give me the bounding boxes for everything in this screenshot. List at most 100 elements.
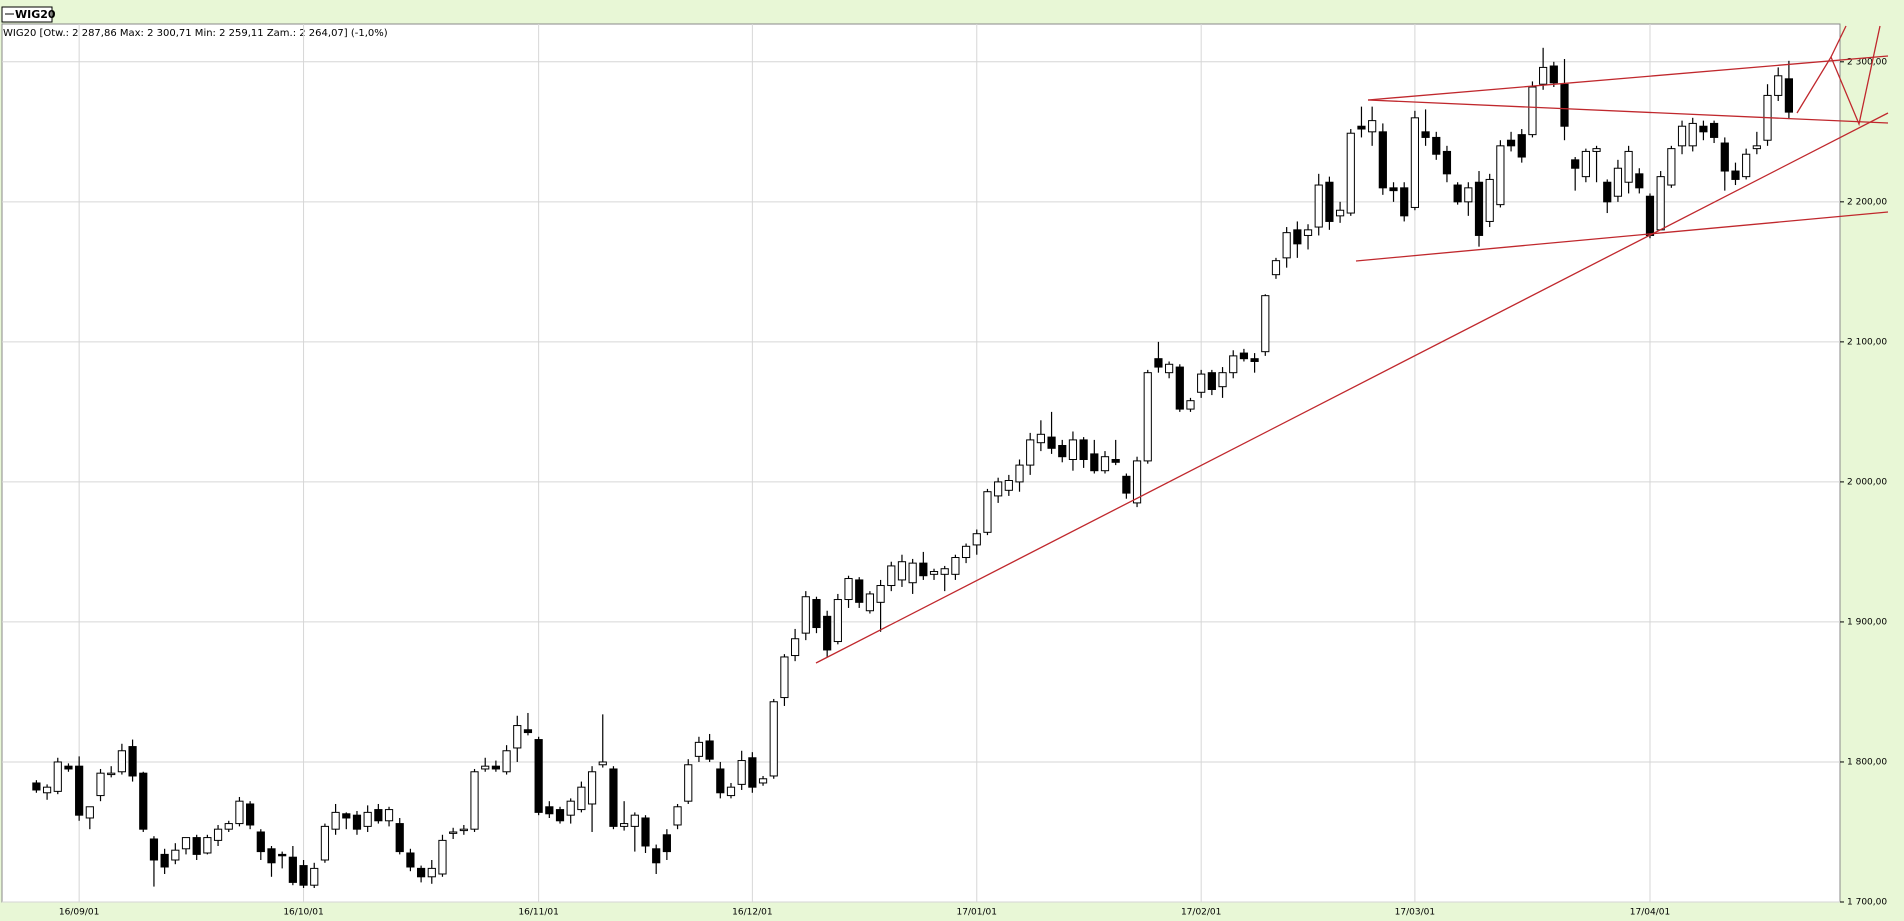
candle-body bbox=[1282, 232, 1291, 259]
candle-body bbox=[694, 741, 704, 757]
candle-body bbox=[1368, 120, 1377, 133]
candle-body bbox=[75, 765, 84, 816]
candle-body bbox=[299, 865, 308, 886]
candle-body bbox=[865, 593, 875, 612]
candle-body bbox=[1613, 167, 1623, 197]
candle-body bbox=[844, 578, 853, 601]
candle-body bbox=[459, 828, 468, 832]
candle-body bbox=[1004, 480, 1013, 491]
candle-body bbox=[128, 746, 137, 777]
candle-body bbox=[951, 557, 960, 575]
candle-body bbox=[705, 740, 714, 760]
candle-body bbox=[1303, 229, 1313, 236]
candle-body bbox=[1111, 458, 1120, 463]
x-tick-label: 16/09/01 bbox=[59, 908, 99, 918]
chart-title: WIG20 bbox=[15, 8, 56, 21]
x-tick-label: 16/11/01 bbox=[518, 908, 558, 918]
candle-body bbox=[1592, 148, 1601, 152]
candle-body bbox=[1229, 355, 1238, 374]
candle-body bbox=[149, 838, 159, 861]
candle-body bbox=[1250, 358, 1259, 362]
candle-body bbox=[181, 837, 191, 850]
grid: 1 700,00 1 800,00 1 900,00 2 000,00 2 100,00… bbox=[2, 24, 1887, 918]
candle-body bbox=[1442, 150, 1452, 175]
candle-body bbox=[1197, 373, 1206, 393]
candle-body bbox=[1218, 372, 1227, 388]
x-tick-label: 17/02/01 bbox=[1181, 908, 1221, 918]
candle-body bbox=[406, 852, 415, 868]
candle-body bbox=[171, 849, 180, 861]
candle-body bbox=[833, 599, 842, 643]
candle-body bbox=[673, 806, 682, 826]
candle-body bbox=[1314, 184, 1323, 228]
candle-body bbox=[1645, 195, 1655, 236]
candle-body bbox=[310, 867, 319, 886]
candle-body bbox=[630, 814, 639, 827]
candle-body bbox=[1325, 181, 1334, 222]
candle-body bbox=[1731, 170, 1740, 180]
candle-body bbox=[897, 561, 907, 581]
candle-body bbox=[107, 772, 116, 776]
candle-body bbox=[384, 809, 394, 822]
candle-body bbox=[1677, 125, 1687, 147]
y-tick-label: 2 100,00 bbox=[1847, 337, 1887, 347]
candle-body bbox=[1346, 132, 1355, 214]
candle-body bbox=[716, 768, 725, 794]
candle-body bbox=[1432, 136, 1441, 155]
candle-body bbox=[812, 599, 821, 629]
candle-body bbox=[876, 585, 885, 603]
candle-body bbox=[117, 750, 126, 773]
candle-body bbox=[1635, 173, 1644, 189]
candle-body bbox=[1378, 131, 1387, 189]
candle-body bbox=[1090, 453, 1099, 472]
candle-body bbox=[1624, 150, 1633, 183]
trend-line bbox=[815, 112, 1889, 664]
forecast-path bbox=[1796, 25, 1881, 127]
candle-body bbox=[737, 760, 746, 785]
candle-body bbox=[416, 867, 426, 878]
candle-body bbox=[1400, 187, 1409, 217]
candle-body bbox=[1100, 456, 1110, 472]
candle-body bbox=[555, 809, 565, 822]
candle-body bbox=[64, 765, 73, 770]
candle-body bbox=[994, 481, 1003, 497]
candle-body bbox=[641, 817, 650, 847]
candle-body bbox=[1581, 150, 1590, 178]
candle-body bbox=[192, 837, 201, 855]
candle-body bbox=[1122, 475, 1131, 494]
candle-body bbox=[1656, 176, 1665, 231]
candle-body bbox=[1058, 444, 1067, 458]
candle-body bbox=[1710, 122, 1719, 138]
candle-body bbox=[374, 809, 383, 822]
trend-lines bbox=[815, 25, 1889, 664]
candle-body bbox=[1549, 65, 1558, 84]
candle-body bbox=[1571, 159, 1580, 169]
candle-body bbox=[961, 545, 971, 559]
candle-body bbox=[780, 656, 789, 699]
candle-body bbox=[1517, 134, 1526, 158]
candle-body bbox=[587, 771, 597, 805]
candle-body bbox=[887, 565, 896, 587]
candle-body bbox=[395, 823, 404, 853]
trend-line bbox=[1367, 99, 1889, 124]
candle-body bbox=[1132, 460, 1142, 504]
candle-body bbox=[609, 768, 618, 827]
candle-body bbox=[1261, 295, 1270, 353]
candle-body bbox=[85, 806, 94, 819]
candle-body bbox=[203, 837, 212, 854]
candle-body bbox=[1186, 400, 1195, 410]
candle-body bbox=[758, 778, 768, 784]
candle-body bbox=[1239, 352, 1249, 360]
candle-body bbox=[213, 828, 223, 841]
candle-body bbox=[1068, 439, 1078, 460]
candle-body bbox=[427, 867, 436, 878]
candle-body bbox=[748, 757, 757, 788]
candle-body bbox=[491, 765, 500, 770]
candle-body bbox=[96, 772, 105, 797]
candle-body bbox=[662, 834, 671, 853]
candle-body bbox=[823, 615, 832, 651]
y-tick-label: 1 800,00 bbox=[1847, 757, 1887, 767]
chart-subtitle: WIG20 [Otw.: 2 287,86 Max: 2 300,71 Min:… bbox=[3, 28, 388, 39]
candle-body bbox=[449, 831, 458, 834]
